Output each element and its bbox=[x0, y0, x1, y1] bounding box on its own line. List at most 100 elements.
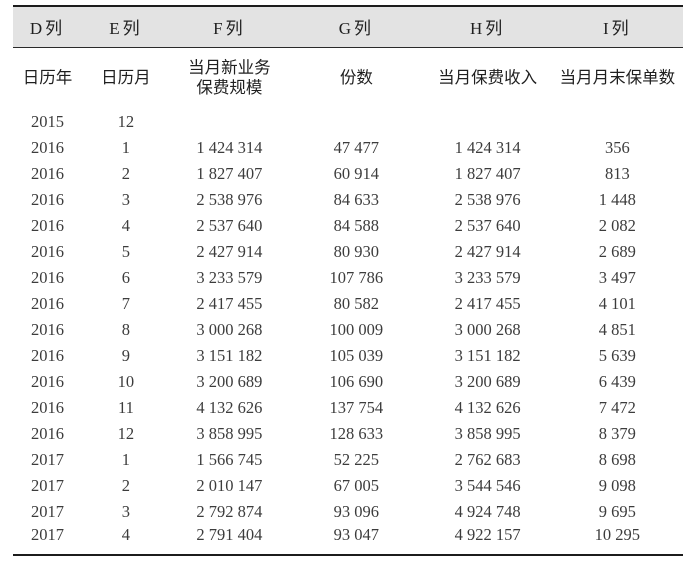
cell: 1 424 314 bbox=[454, 138, 521, 157]
cell: 2017 bbox=[31, 525, 64, 544]
cell: 2016 bbox=[31, 164, 64, 183]
cell: 4 922 157 bbox=[454, 525, 521, 544]
cell: 2 417 455 bbox=[454, 294, 521, 313]
cell: 2 427 914 bbox=[196, 242, 263, 261]
cell: 12 bbox=[117, 112, 135, 131]
cell: 12 bbox=[117, 424, 135, 443]
cell: 3 151 182 bbox=[196, 346, 263, 365]
cell: 3 497 bbox=[598, 268, 636, 287]
cell: 1 424 314 bbox=[196, 138, 263, 157]
cell: 2017 bbox=[31, 476, 64, 495]
cell: 8 379 bbox=[598, 424, 636, 443]
cell bbox=[289, 109, 424, 135]
cell: 9 098 bbox=[598, 476, 636, 495]
table-body: 2015 12 2016 1 1 424 314 47 477 1 424 314 356 20… bbox=[13, 109, 683, 555]
cell: 128 633 bbox=[329, 424, 384, 443]
cell: 10 bbox=[117, 372, 135, 391]
cell: 3 000 268 bbox=[454, 320, 521, 339]
field-headers-row: 日历年 日历月 当月新业务 保费规模 份数 当月保费收入 当月月末保单数 bbox=[13, 47, 683, 109]
cell: 2 417 455 bbox=[196, 294, 263, 313]
cell: 10 295 bbox=[594, 525, 640, 544]
cell: 2016 bbox=[31, 398, 64, 417]
cell: 2016 bbox=[31, 294, 64, 313]
column-letters-row: D列 E列 F列 G列 H列 I列 bbox=[13, 6, 683, 47]
cell bbox=[552, 109, 683, 135]
column-letter-e: E列 bbox=[109, 19, 143, 39]
cell: 6 bbox=[121, 268, 130, 287]
cell: 100 009 bbox=[329, 320, 384, 339]
cell: 5 639 bbox=[598, 346, 636, 365]
cell: 2 538 976 bbox=[454, 190, 521, 209]
cell: 2 bbox=[121, 476, 130, 495]
cell: 2 082 bbox=[598, 216, 636, 235]
cell: 3 858 995 bbox=[196, 424, 263, 443]
cell: 2 537 640 bbox=[454, 216, 521, 235]
cell: 2016 bbox=[31, 346, 64, 365]
table-row: 2016 5 2 427 914 80 930 2 427 914 2 689 bbox=[13, 239, 683, 265]
cell: 1 566 745 bbox=[196, 450, 263, 469]
cell: 2016 bbox=[31, 242, 64, 261]
cell: 2 427 914 bbox=[454, 242, 521, 261]
cell: 80 930 bbox=[333, 242, 380, 261]
cell: 93 047 bbox=[333, 525, 380, 544]
cell: 1 bbox=[121, 138, 130, 157]
table-row: 2016 10 3 200 689 106 690 3 200 689 6 439 bbox=[13, 369, 683, 395]
cell: 3 233 579 bbox=[196, 268, 263, 287]
cell: 4 bbox=[121, 216, 130, 235]
cell: 3 bbox=[121, 502, 130, 521]
cell: 47 477 bbox=[333, 138, 380, 157]
cell: 6 439 bbox=[598, 372, 636, 391]
table-row: 2016 1 1 424 314 47 477 1 424 314 356 bbox=[13, 135, 683, 161]
cell: 9 695 bbox=[598, 502, 636, 521]
cell: 11 bbox=[117, 398, 134, 417]
cell: 3 200 689 bbox=[454, 372, 521, 391]
table-row: 2016 7 2 417 455 80 582 2 417 455 4 101 bbox=[13, 291, 683, 317]
cell: 4 132 626 bbox=[454, 398, 521, 417]
cell: 107 786 bbox=[329, 268, 384, 287]
table-row: 2016 6 3 233 579 107 786 3 233 579 3 497 bbox=[13, 265, 683, 291]
cell: 105 039 bbox=[329, 346, 384, 365]
table-header: D列 E列 F列 G列 H列 I列 日历年 日历月 当月新业务 保费规模 份数 … bbox=[13, 6, 683, 109]
table-row: 2017 4 2 791 404 93 047 4 922 157 10 295 bbox=[13, 525, 683, 555]
cell: 4 132 626 bbox=[196, 398, 263, 417]
table-row: 2015 12 bbox=[13, 109, 683, 135]
cell: 80 582 bbox=[333, 294, 380, 313]
cell: 4 bbox=[121, 525, 130, 544]
cell: 3 200 689 bbox=[196, 372, 263, 391]
table-row: 2016 11 4 132 626 137 754 4 132 626 7 472 bbox=[13, 395, 683, 421]
header-policy-count: 份数 bbox=[339, 67, 373, 87]
cell: 8 698 bbox=[598, 450, 636, 469]
header-calendar-month: 日历月 bbox=[101, 67, 151, 87]
table-row: 2017 1 1 566 745 52 225 2 762 683 8 698 bbox=[13, 447, 683, 473]
cell: 4 851 bbox=[598, 320, 636, 339]
column-letter-d: D列 bbox=[29, 19, 66, 39]
table-row: 2017 2 2 010 147 67 005 3 544 546 9 098 bbox=[13, 473, 683, 499]
cell: 2017 bbox=[31, 450, 64, 469]
cell: 2 689 bbox=[598, 242, 636, 261]
cell: 3 233 579 bbox=[454, 268, 521, 287]
cell: 7 472 bbox=[598, 398, 636, 417]
column-letter-f: F列 bbox=[213, 19, 246, 39]
cell: 4 924 748 bbox=[454, 502, 521, 521]
cell: 1 827 407 bbox=[454, 164, 521, 183]
cell: 2017 bbox=[31, 502, 64, 521]
cell: 2 791 404 bbox=[196, 525, 263, 544]
column-letter-g: G列 bbox=[338, 19, 374, 39]
table-row: 2016 4 2 537 640 84 588 2 537 640 2 082 bbox=[13, 213, 683, 239]
cell: 3 000 268 bbox=[196, 320, 263, 339]
header-calendar-year: 日历年 bbox=[22, 67, 73, 87]
cell: 2 538 976 bbox=[196, 190, 263, 209]
cell: 2016 bbox=[31, 190, 64, 209]
premium-table-container: D列 E列 F列 G列 H列 I列 日历年 日历月 当月新业务 保费规模 份数 … bbox=[13, 5, 683, 556]
cell: 137 754 bbox=[329, 398, 384, 417]
cell: 356 bbox=[604, 138, 630, 157]
cell: 52 225 bbox=[333, 450, 380, 469]
cell: 2015 bbox=[31, 112, 64, 131]
cell bbox=[424, 109, 552, 135]
header-month-end-policies: 当月月末保单数 bbox=[559, 67, 676, 87]
cell: 93 096 bbox=[333, 502, 380, 521]
cell: 3 544 546 bbox=[454, 476, 521, 495]
cell: 84 633 bbox=[333, 190, 380, 209]
cell: 3 151 182 bbox=[454, 346, 521, 365]
table-row: 2016 2 1 827 407 60 914 1 827 407 813 bbox=[13, 161, 683, 187]
